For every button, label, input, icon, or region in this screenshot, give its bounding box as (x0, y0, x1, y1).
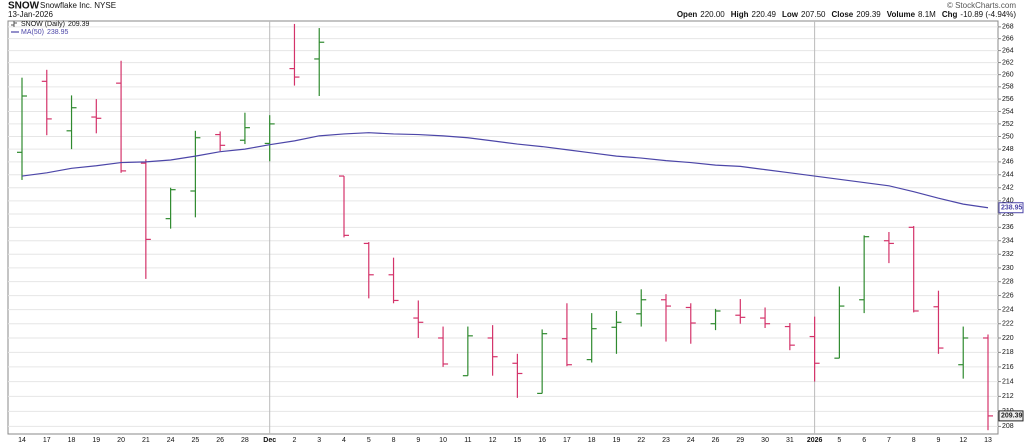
y-tick-label: 254 (1002, 108, 1014, 115)
x-tick-label: 24 (687, 437, 695, 444)
price-badge (998, 202, 1024, 214)
price-badge-label: 209.39 (1001, 413, 1023, 420)
x-tick-label: 26 (216, 437, 224, 444)
x-tick-label: 7 (887, 437, 891, 444)
y-tick-label: 222 (1002, 321, 1014, 328)
x-tick-label: 15 (513, 437, 521, 444)
y-tick-label: 234 (1002, 238, 1014, 245)
chart-title: SNOW (8, 1, 40, 12)
x-tick-label: Dec (263, 437, 276, 444)
x-tick-label: 6 (862, 437, 866, 444)
y-tick-label: 260 (1002, 71, 1014, 78)
y-tick-label: 232 (1002, 251, 1014, 258)
x-tick-label: 5 (367, 437, 371, 444)
x-tick-label: 12 (489, 437, 497, 444)
y-tick-label: 218 (1002, 349, 1014, 356)
y-tick-label: 224 (1002, 306, 1014, 313)
quote-value: -10.89 (-4.94%) (960, 10, 1016, 19)
x-tick-label: 2026 (807, 437, 823, 444)
x-tick-label: 30 (761, 437, 769, 444)
chart-subtitle: Snowflake Inc. NYSE (40, 1, 116, 10)
y-tick-label: 266 (1002, 36, 1014, 43)
x-tick-label: 18 (68, 437, 76, 444)
x-tick-label: 9 (416, 437, 420, 444)
x-tick-label: 13 (984, 437, 992, 444)
quote-label: High (731, 10, 749, 19)
x-tick-label: 24 (167, 437, 175, 444)
x-tick-label: 29 (736, 437, 744, 444)
x-tick-label: 11 (464, 437, 471, 444)
y-tick-label: 250 (1002, 133, 1014, 140)
y-tick-label: 248 (1002, 146, 1014, 153)
y-tick-label: 240 (1002, 198, 1014, 205)
x-tick-label: 18 (588, 437, 596, 444)
y-tick-label: 256 (1002, 96, 1014, 103)
quote-value: 209.39 (856, 10, 881, 19)
x-tick-label: 10 (439, 437, 447, 444)
quote-label: Open (677, 10, 698, 19)
legend-name: SNOW (Daily) (21, 21, 65, 28)
y-tick-label: 262 (1002, 59, 1014, 66)
quote-value: 220.49 (752, 10, 777, 19)
legend-entry: MA(50) 238.95 (21, 29, 68, 36)
x-tick-label: 3 (317, 437, 321, 444)
y-tick-label: 230 (1002, 265, 1014, 272)
x-tick-label: 16 (538, 437, 546, 444)
y-tick-label: 226 (1002, 292, 1014, 299)
ma-line (21, 132, 989, 209)
x-tick-label: 12 (959, 437, 967, 444)
x-tick-label: 28 (241, 437, 249, 444)
x-tick-label: 23 (662, 437, 670, 444)
x-tick-label: 5 (837, 437, 841, 444)
x-tick-label: 19 (613, 437, 621, 444)
chart-date: 13-Jan-2026 (8, 10, 53, 19)
legend-entry: SNOW (Daily) 209.39 (21, 21, 89, 28)
x-tick-label: 4 (342, 437, 346, 444)
price-badge-label: 238.95 (1001, 205, 1023, 212)
x-tick-label: 26 (712, 437, 720, 444)
y-tick-label: 268 (1002, 24, 1014, 31)
y-tick-label: 208 (1002, 423, 1014, 430)
x-tick-label: 9 (937, 437, 941, 444)
y-tick-label: 238 (1002, 211, 1014, 218)
quote-label: Close (831, 10, 853, 19)
y-tick-label: 264 (1002, 47, 1014, 54)
x-tick-label: 19 (92, 437, 100, 444)
x-tick-label: 17 (563, 437, 571, 444)
price-badge (998, 410, 1024, 422)
quote-label: Volume (887, 10, 916, 19)
legend-name: MA(50) (21, 29, 44, 36)
x-tick-label: 2 (293, 437, 297, 444)
quote-label: Chg (942, 10, 958, 19)
y-tick-label: 228 (1002, 279, 1014, 286)
y-tick-label: 258 (1002, 84, 1014, 91)
x-tick-label: 14 (18, 437, 26, 444)
x-tick-label: 21 (142, 437, 150, 444)
x-tick-label: 22 (637, 437, 645, 444)
y-tick-label: 244 (1002, 172, 1014, 179)
credit: © StockCharts.com (947, 1, 1016, 10)
x-tick-label: 17 (43, 437, 51, 444)
y-tick-label: 214 (1002, 378, 1014, 385)
quote-value: 8.1M (918, 10, 936, 19)
y-tick-label: 242 (1002, 185, 1014, 192)
y-tick-label: 220 (1002, 335, 1014, 342)
x-tick-label: 8 (392, 437, 396, 444)
quote-value: 220.00 (700, 10, 725, 19)
y-tick-label: 246 (1002, 159, 1014, 166)
y-tick-label: 252 (1002, 121, 1014, 128)
y-tick-label: 236 (1002, 224, 1014, 231)
quote-value: 207.50 (801, 10, 826, 19)
x-tick-label: 25 (191, 437, 199, 444)
x-tick-label: 20 (117, 437, 125, 444)
quote-label: Low (782, 10, 799, 19)
x-tick-label: 31 (786, 437, 794, 444)
legend-value: 209.39 (68, 21, 90, 28)
x-tick-label: 8 (912, 437, 916, 444)
legend-value: 238.95 (47, 29, 69, 36)
y-tick-label: 212 (1002, 393, 1014, 400)
y-tick-label: 216 (1002, 364, 1014, 371)
